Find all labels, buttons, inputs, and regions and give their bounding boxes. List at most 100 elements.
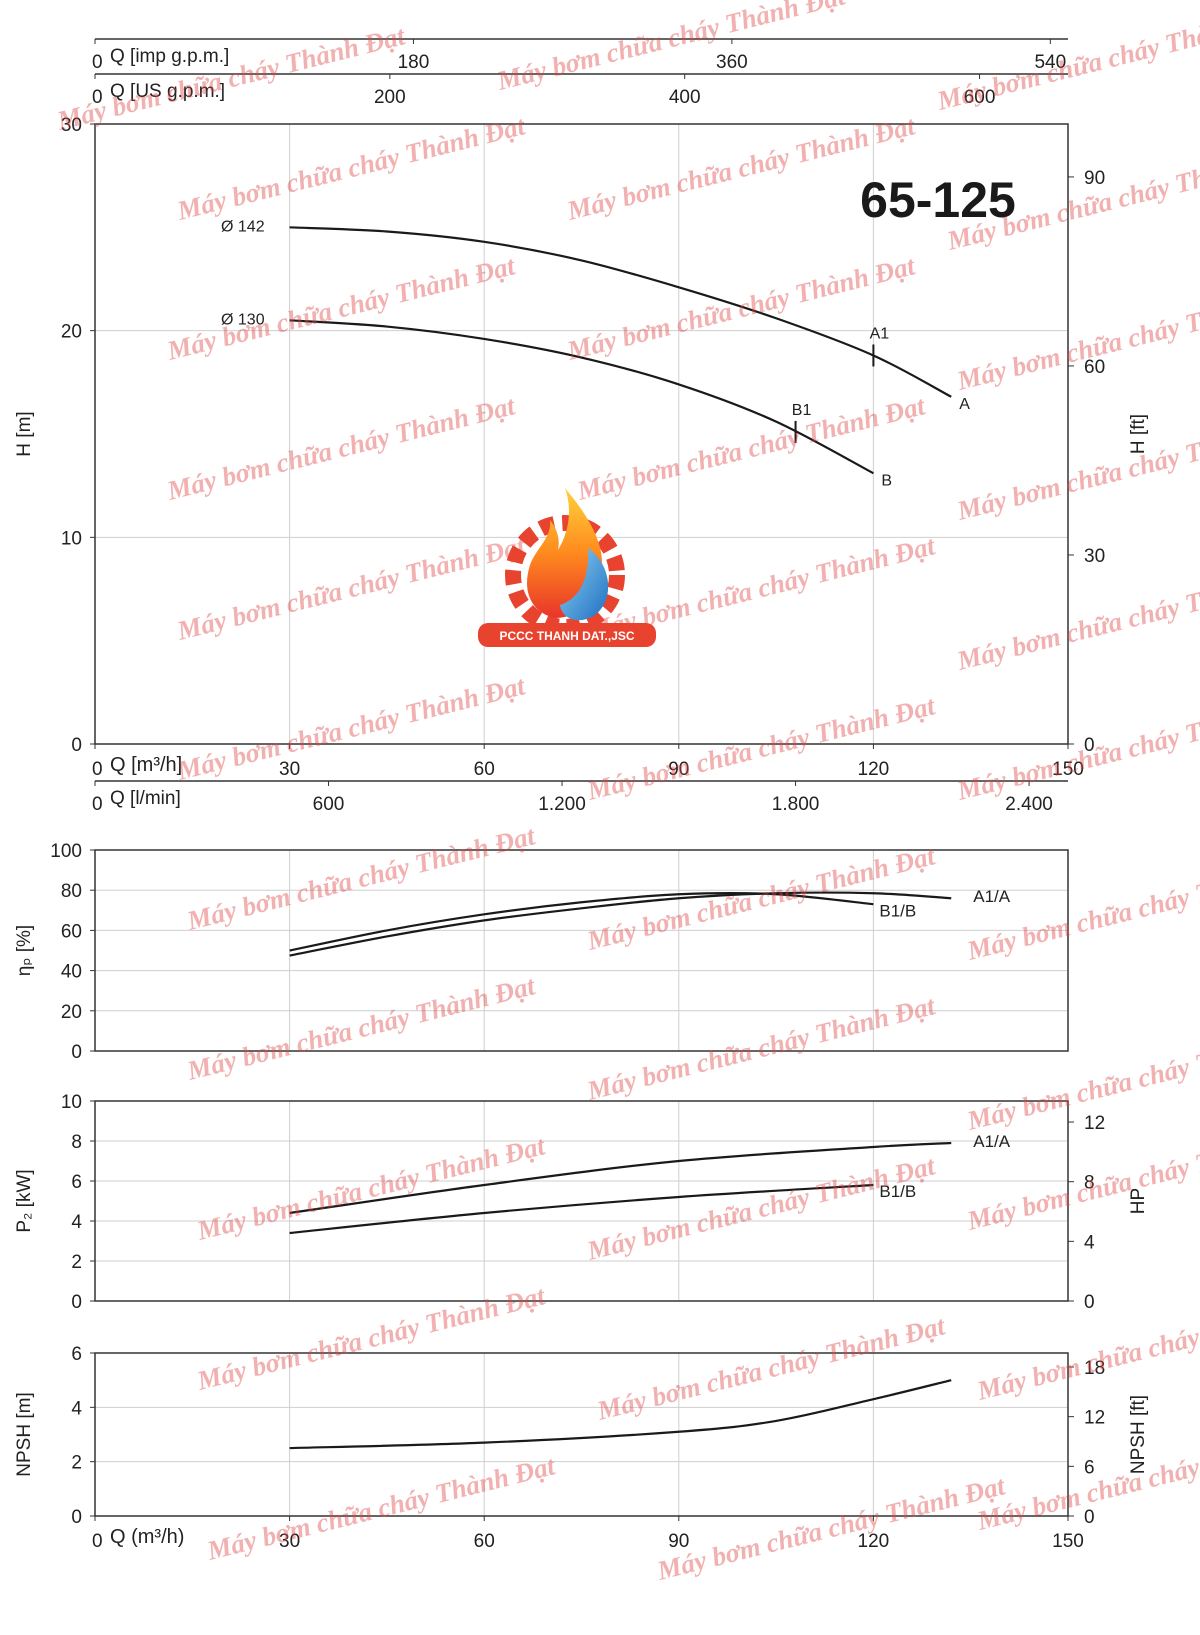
watermark: Máy bơm chữa cháy Thành Đạt	[953, 410, 1200, 526]
curve	[289, 319, 874, 475]
watermark: Máy bơm chữa cháy Thành Đạt	[953, 690, 1200, 806]
duty-point-label: B1	[792, 402, 812, 419]
extra-axis-tick-label: 0	[92, 794, 103, 815]
y-tick-label: 10	[61, 1092, 82, 1113]
series-label: B1/B	[879, 901, 916, 920]
logo: PCCC THANH DAT.,JSC	[478, 488, 656, 647]
y2-tick-label: 4	[1084, 1232, 1095, 1253]
y-tick-label: 10	[61, 528, 82, 549]
chart-title: 65-125	[860, 172, 1016, 228]
x-tick-label: 120	[858, 759, 890, 780]
curve	[289, 891, 874, 952]
y-axis-label: H [m]	[14, 411, 35, 456]
series-label: A1/A	[973, 887, 1011, 906]
x-tick-label: 30	[279, 1531, 300, 1552]
watermark: Máy bơm chữa cháy Thành Đạt	[563, 250, 919, 366]
extra-axis-tick-label: 400	[669, 87, 701, 108]
y2-tick-label: 18	[1084, 1358, 1105, 1379]
y-tick-label: 100	[50, 841, 82, 862]
curve	[289, 1141, 952, 1215]
extra-axis-tick-label: 600	[313, 794, 345, 815]
y2-tick-label: 12	[1084, 1408, 1105, 1429]
y2-tick-label: 0	[1084, 1507, 1095, 1528]
x-tick-label: 60	[474, 1531, 495, 1552]
watermark: Máy bơm chữa cháy Thành Đạt	[653, 1470, 1009, 1586]
extra-axis-tick-label: 1.200	[538, 794, 586, 815]
watermark: Máy bơm chữa cháy Thành Đạt	[583, 690, 939, 806]
x-tick-label: 150	[1052, 1531, 1084, 1552]
watermark: Máy bơm chữa cháy Thành Đạt	[583, 990, 939, 1106]
y-tick-label: 30	[61, 115, 82, 136]
extra-axis-tick-label: 200	[374, 87, 406, 108]
y2-axis-label: HP	[1128, 1188, 1149, 1214]
x-tick-label: 60	[474, 759, 495, 780]
watermark: Máy bơm chữa cháy Thành Đạt	[573, 390, 929, 506]
watermark: Máy bơm chữa cháy Thành Đạt	[963, 850, 1200, 966]
extra-axis-tick-label: 0	[92, 52, 103, 73]
series-label: B1/B	[879, 1182, 916, 1201]
watermark: Máy bơm chữa cháy Thành Đạt	[193, 1130, 549, 1246]
y-tick-label: 6	[71, 1172, 82, 1193]
y-tick-label: 4	[71, 1398, 82, 1419]
curve	[289, 1379, 952, 1450]
y-tick-label: 6	[71, 1344, 82, 1365]
y2-axis-label: H [ft]	[1128, 414, 1149, 454]
x-tick-label: 30	[279, 759, 300, 780]
watermark: Máy bơm chữa cháy Thành Đạt	[203, 1450, 559, 1566]
x-tick-label: 0	[92, 1531, 103, 1552]
watermark: Máy bơm chữa cháy Thành Đạt	[963, 1020, 1200, 1136]
watermark: Máy bơm chữa cháy Thành Đạt	[953, 280, 1200, 396]
y-tick-label: 40	[61, 962, 82, 983]
y-tick-label: 8	[71, 1132, 82, 1153]
logo-badge	[478, 623, 656, 647]
watermark: Máy bơm chữa cháy Thành Đạt	[173, 530, 529, 646]
x-tick-label: 150	[1052, 759, 1084, 780]
series-label: Ø 142	[221, 218, 265, 235]
y-tick-label: 0	[71, 1292, 82, 1313]
y-tick-label: 80	[61, 881, 82, 902]
y-tick-label: 4	[71, 1212, 82, 1233]
extra-axis-tick-label: 540	[1034, 52, 1066, 73]
y-axis-label: ηₚ [%]	[14, 925, 35, 976]
extra-axis-label: Q [l/min]	[110, 788, 181, 809]
watermark: Máy bơm chữa cháy Thành Đạt	[53, 20, 409, 136]
extra-axis-tick-label: 0	[92, 87, 103, 108]
y2-tick-label: 8	[1084, 1173, 1095, 1194]
y-tick-label: 20	[61, 1002, 82, 1023]
y-tick-label: 0	[71, 1507, 82, 1528]
curve-end-label: A	[959, 396, 970, 413]
watermark: Máy bơm chữa cháy Thành Đạt	[183, 970, 539, 1086]
y2-tick-label: 30	[1084, 546, 1105, 567]
y2-tick-label: 90	[1084, 168, 1105, 189]
curve-end-label: B	[881, 472, 892, 489]
logo-drop	[560, 548, 609, 621]
watermark: Máy bơm chữa cháy Thành Đạt	[933, 0, 1200, 116]
extra-axis-label: Q [imp g.p.m.]	[110, 46, 229, 67]
y2-tick-label: 0	[1084, 1292, 1095, 1313]
extra-axis-tick-label: 180	[398, 52, 430, 73]
extra-axis-label: Q [US g.p.m.]	[110, 81, 225, 102]
y2-tick-label: 12	[1084, 1113, 1105, 1134]
extra-axis-tick-label: 600	[964, 87, 996, 108]
watermark: Máy bơm chữa cháy Thành Đạt	[163, 390, 519, 506]
y2-tick-label: 6	[1084, 1457, 1095, 1478]
watermark: Máy bơm chữa cháy Thành Đạt	[193, 1280, 549, 1396]
x-tick-label: 90	[668, 759, 689, 780]
y-axis-label: NPSH [m]	[14, 1392, 35, 1476]
watermark: Máy bơm chữa cháy Thành Đạt	[953, 560, 1200, 676]
watermark: Máy bơm chữa cháy Thành Đạt	[583, 1150, 939, 1266]
plot-frame	[94, 849, 1069, 1052]
plot-frame	[94, 1100, 1069, 1302]
y-tick-label: 0	[71, 1042, 82, 1063]
logo-gear	[505, 515, 625, 635]
curve	[289, 891, 952, 957]
curve	[289, 1183, 874, 1235]
x-tick-label: 120	[858, 1531, 890, 1552]
watermark: Máy bơm chữa cháy Thành Đạt	[493, 0, 849, 96]
watermark: Máy bơm chữa cháy Thành Đạt	[173, 110, 529, 226]
y2-axis-label: NPSH [ft]	[1128, 1395, 1149, 1474]
series-label: Ø 130	[221, 311, 265, 328]
duty-point-label: A1	[870, 325, 890, 342]
plot-frame	[94, 123, 1069, 745]
